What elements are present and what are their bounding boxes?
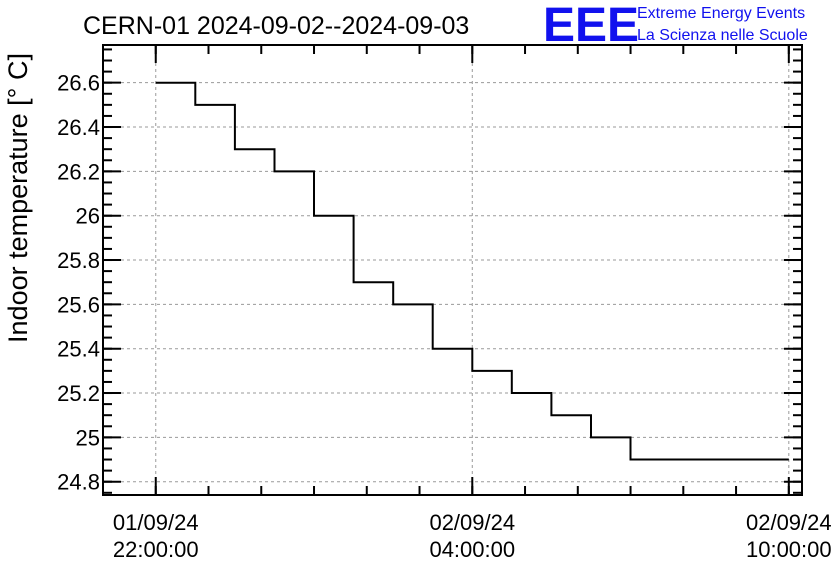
logo-line-2: La Scienza nelle Scuole: [637, 27, 808, 44]
y-tick-label: 26: [76, 204, 100, 229]
eee-logo: EEE Extreme Energy Events La Scienza nel…: [543, 0, 808, 52]
logo-mark: EEE: [543, 0, 639, 52]
y-tick-label: 26.2: [57, 159, 100, 184]
y-tick-label: 24.8: [57, 470, 100, 495]
x-tick-label-time: 22:00:00: [113, 537, 199, 562]
y-tick-label: 25.8: [57, 248, 100, 273]
y-axis-label: Indoor temperature [° C]: [3, 53, 33, 343]
y-tick-label: 25.4: [57, 337, 100, 362]
plot-frame: [102, 44, 803, 496]
y-tick-label: 26.4: [57, 115, 100, 140]
x-tick-labels: 01/09/2422:00:0002/09/2404:00:0002/09/24…: [113, 510, 832, 562]
y-tick-labels: 26.6 26.4 26.2 26 25.8 25.6 25.4 25.2 25 24.8: [57, 71, 100, 495]
y-tick-label: 25: [76, 425, 100, 450]
x-tick-label-date: 01/09/24: [113, 510, 199, 535]
x-tick-label-date: 02/09/24: [746, 510, 832, 535]
grid-lines: [103, 45, 802, 495]
x-tick-label-date: 02/09/24: [429, 510, 515, 535]
y-tick-label: 26.6: [57, 71, 100, 96]
logo-line-1: Extreme Energy Events: [637, 5, 805, 22]
x-tick-label-time: 04:00:00: [429, 537, 515, 562]
x-tick-label-time: 10:00:00: [746, 537, 832, 562]
y-tick-label: 25.6: [57, 292, 100, 317]
axis-ticks: [102, 45, 802, 495]
series-line-indoor-temperature: [155, 81, 789, 461]
chart-title: CERN-01 2024-09-02--2024-09-03: [83, 12, 469, 40]
y-tick-label: 25.2: [57, 381, 100, 406]
